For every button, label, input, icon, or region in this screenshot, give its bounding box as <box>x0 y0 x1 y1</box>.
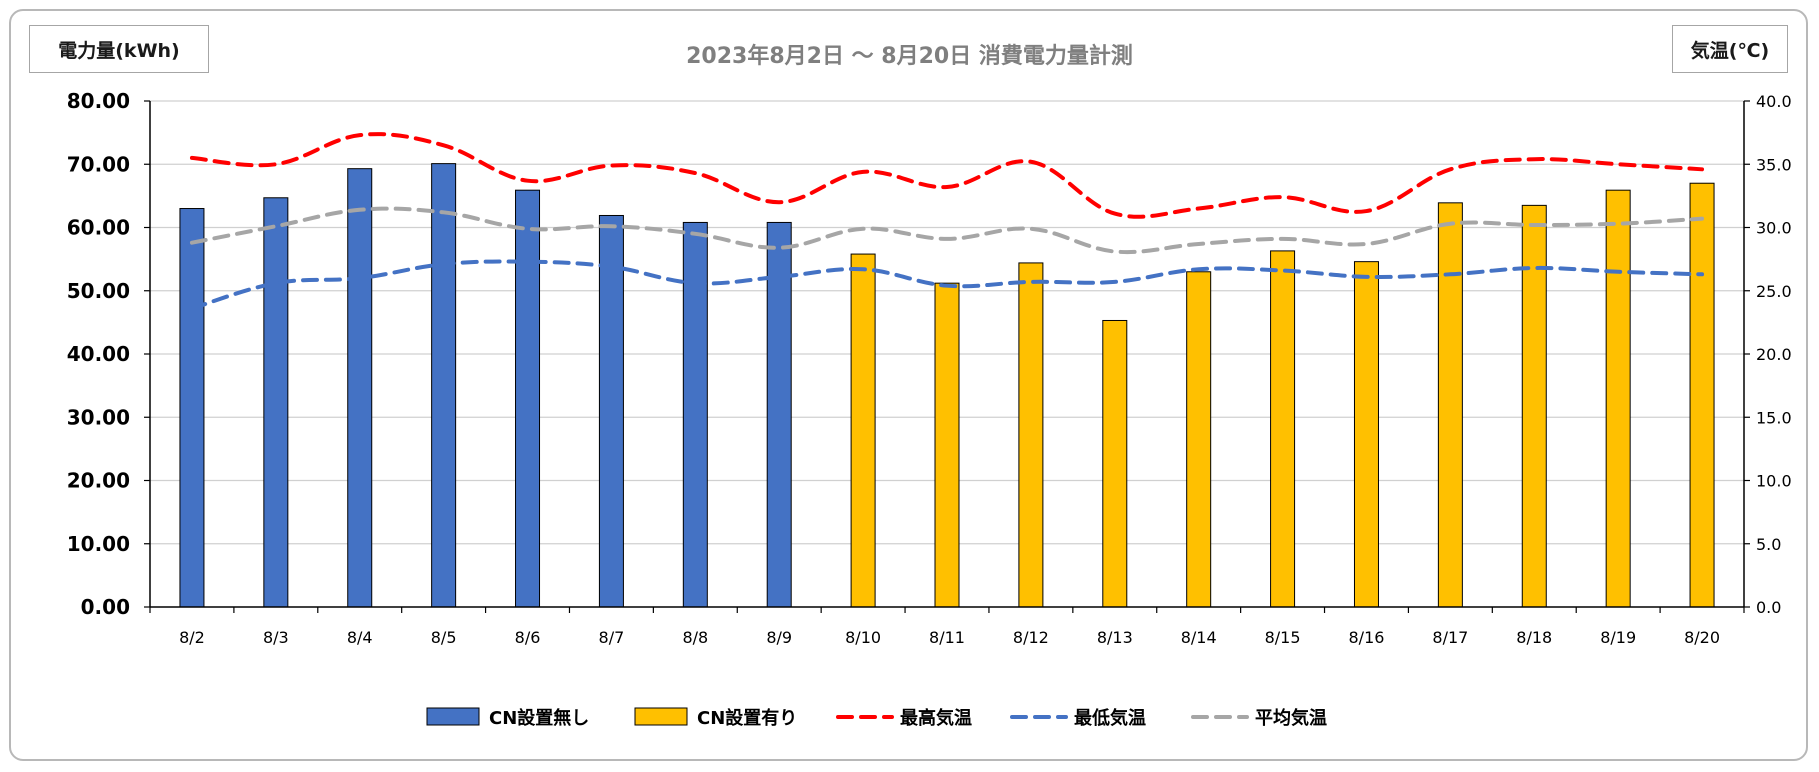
x-tick-label: 8/19 <box>1600 628 1636 647</box>
bar-1 <box>598 214 624 608</box>
bar-2 <box>1437 202 1463 608</box>
y2-tick-label: 35.0 <box>1756 155 1792 174</box>
x-tick-label: 8/12 <box>1013 628 1049 647</box>
bar-1 <box>766 221 792 608</box>
x-tick-label: 8/10 <box>845 628 881 647</box>
x-tick-label: 8/14 <box>1181 628 1217 647</box>
bar-2 <box>934 282 960 608</box>
x-tick-label: 8/11 <box>929 628 965 647</box>
x-tick-label: 8/8 <box>682 628 708 647</box>
bar-2 <box>1102 319 1128 608</box>
x-tick-label: 8/15 <box>1265 628 1301 647</box>
max-temp-line <box>189 132 1705 219</box>
x-tick-label: 8/5 <box>431 628 457 647</box>
y2-tick-label: 5.0 <box>1756 535 1781 554</box>
y-tick-label: 60.00 <box>67 216 130 240</box>
bar-2 <box>1353 261 1379 608</box>
x-tick-label: 8/13 <box>1097 628 1133 647</box>
bar-2 <box>1605 189 1631 608</box>
y2-axis-title: 気温(℃) <box>1672 25 1788 73</box>
y-tick-label: 80.00 <box>67 89 130 113</box>
x-tick-label: 8/20 <box>1684 628 1720 647</box>
legend-label: 平均気温 <box>1255 707 1327 729</box>
legend-swatch-bar <box>426 707 480 726</box>
y-tick-label: 10.00 <box>67 532 130 556</box>
x-tick-label: 8/18 <box>1516 628 1552 647</box>
legend-label: CN設置有り <box>697 707 797 729</box>
x-tick-label: 8/4 <box>347 628 373 647</box>
y2-tick-label: 20.0 <box>1756 345 1792 364</box>
y2-tick-label: 10.0 <box>1756 472 1792 491</box>
min-temp-line <box>189 259 1705 311</box>
bar-2 <box>1270 250 1296 608</box>
y-tick-label: 40.00 <box>67 342 130 366</box>
y-tick-label: 50.00 <box>67 279 130 303</box>
y2-tick-label: 0.0 <box>1756 598 1781 617</box>
bar-1 <box>263 197 289 608</box>
y-axis-title: 電力量(kWh) <box>29 25 209 73</box>
legend-label: 最低気温 <box>1074 707 1146 729</box>
bar-2 <box>1689 182 1715 608</box>
y2-tick-label: 30.0 <box>1756 219 1792 238</box>
bar-1 <box>515 189 541 608</box>
x-tick-label: 8/9 <box>766 628 792 647</box>
avg-temp-line <box>189 206 1705 255</box>
bar-2 <box>1018 262 1044 608</box>
chart-title: 2023年8月2日 ～ 8月20日 消費電力量計測 <box>686 44 1133 69</box>
y2-tick-label: 40.0 <box>1756 92 1792 111</box>
x-tick-label: 8/17 <box>1432 628 1468 647</box>
bar-1 <box>431 163 457 608</box>
bar-1 <box>347 168 373 608</box>
bar-1 <box>179 208 205 608</box>
chart-frame <box>9 9 1808 761</box>
x-tick-label: 8/2 <box>179 628 205 647</box>
legend-swatch-bar <box>634 707 688 726</box>
bar-2 <box>850 253 876 608</box>
bar-2 <box>1521 204 1547 608</box>
y-tick-label: 30.00 <box>67 405 130 429</box>
legend-label: 最高気温 <box>900 707 972 729</box>
x-tick-label: 8/16 <box>1349 628 1385 647</box>
bar-2 <box>1186 271 1212 608</box>
y-tick-label: 70.00 <box>67 152 130 176</box>
y-tick-label: 0.00 <box>81 595 130 619</box>
x-tick-label: 8/3 <box>263 628 289 647</box>
y2-tick-label: 25.0 <box>1756 282 1792 301</box>
bar-1 <box>682 221 708 608</box>
y-tick-label: 20.00 <box>67 469 130 493</box>
x-tick-label: 8/7 <box>599 628 625 647</box>
x-tick-label: 8/6 <box>515 628 541 647</box>
y2-tick-label: 15.0 <box>1756 408 1792 427</box>
legend-label: CN設置無し <box>489 707 589 729</box>
